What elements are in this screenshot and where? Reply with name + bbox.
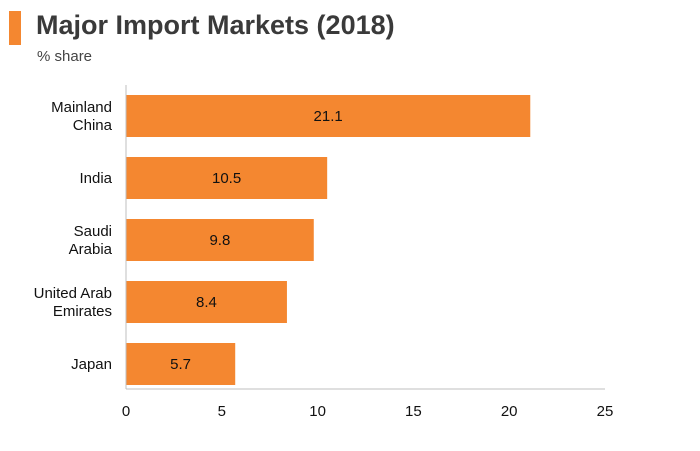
- chart-title: Major Import Markets (2018): [36, 10, 395, 40]
- x-tick-label-0: 0: [122, 403, 130, 420]
- bars-group: 21.1 10.5 9.8 8.4 5.7: [126, 95, 531, 385]
- category-label-2: Saudi Arabia: [69, 223, 113, 258]
- x-tick-label-5: 25: [597, 403, 614, 420]
- category-labels-group: Mainland China India Saudi Arabia United Arab…: [34, 99, 113, 373]
- category-label-3: United Arab Emirates: [34, 285, 112, 320]
- category-label-1: India: [79, 170, 112, 187]
- x-tick-label-2: 10: [309, 403, 326, 420]
- bar-value-label-3: 8.4: [196, 294, 217, 311]
- bar-4: [126, 343, 236, 385]
- x-tick-label-3: 15: [405, 403, 422, 420]
- category-label-4: Japan: [71, 356, 112, 373]
- bar-value-label-4: 5.7: [170, 356, 191, 373]
- bar-value-label-2: 9.8: [209, 232, 230, 249]
- title-accent-bar: [9, 11, 21, 45]
- bar-3: [126, 281, 287, 323]
- category-label-0: Mainland China: [51, 99, 113, 134]
- x-tick-label-4: 20: [501, 403, 518, 420]
- bar-0: [126, 95, 531, 137]
- bar-value-label-0: 21.1: [314, 108, 343, 125]
- x-tick-label-1: 5: [218, 403, 226, 420]
- chart-subtitle: % share: [37, 48, 93, 65]
- bar-value-label-1: 10.5: [212, 170, 241, 187]
- bar-2: [126, 219, 314, 261]
- bar-1: [126, 157, 328, 199]
- x-axis: 0 5 10 15 20 25: [122, 85, 614, 420]
